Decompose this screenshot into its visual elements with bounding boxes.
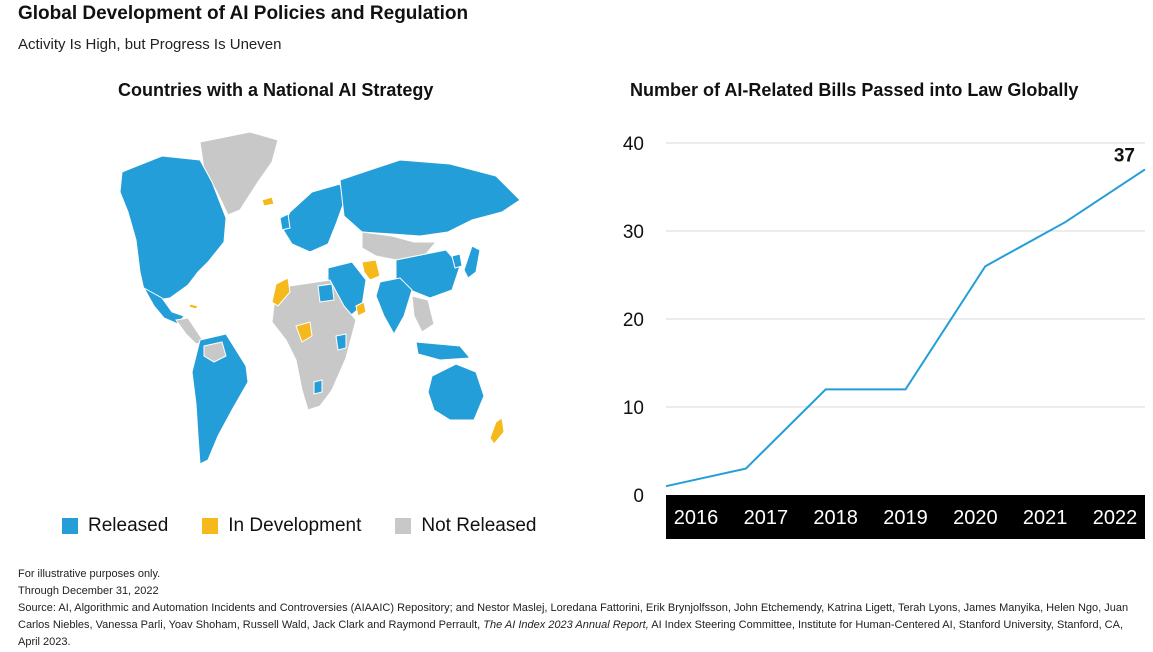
x-tick-label-2022: 2022 [1093, 507, 1138, 529]
legend-item-released: Released [62, 515, 168, 537]
legend-label-not-released: Not Released [421, 515, 537, 536]
x-axis-band [666, 495, 1145, 539]
footnotes: For illustrative purposes only. Through … [18, 566, 1138, 651]
legend-item-in-development: In Development [202, 515, 361, 537]
legend-swatch-not-released [395, 518, 412, 534]
legend-label-in-development: In Development [228, 515, 362, 536]
map-japan [463, 245, 481, 279]
map-south-america [191, 333, 249, 465]
x-tick-label-2016: 2016 [674, 507, 719, 529]
map-russia [339, 159, 521, 237]
map-caribbean [188, 303, 199, 310]
map-title: Countries with a National AI Strategy [118, 80, 434, 100]
legend-swatch-in-development [202, 518, 219, 534]
legend-label-released: Released [88, 515, 169, 536]
map-new-zealand [489, 417, 505, 445]
legend-swatch-released [62, 518, 78, 534]
y-tick-label-30: 30 [623, 222, 644, 243]
map-korea [451, 253, 463, 269]
x-tick-label-2021: 2021 [1023, 507, 1068, 529]
footnote-source: Source: AI, Algorithmic and Automation I… [18, 600, 1138, 651]
map-legend: Released In Development Not Released [62, 515, 570, 537]
page-subtitle: Activity Is High, but Progress Is Uneven [18, 36, 282, 53]
legend-item-not-released: Not Released [395, 515, 536, 537]
source-prefix: Source: AI, Algorithmic and Automation I… [18, 602, 1129, 631]
map-kenya [335, 333, 347, 351]
x-tick-label-2017: 2017 [744, 507, 789, 529]
map-morocco [271, 277, 291, 307]
map-uk [279, 213, 291, 231]
map-oman [355, 301, 367, 317]
footnote-date: Through December 31, 2022 [18, 585, 159, 597]
map-egypt [317, 283, 335, 303]
x-tick-label-2018: 2018 [813, 507, 858, 529]
footnote-illustrative: For illustrative purposes only. [18, 568, 161, 580]
y-tick-label-0: 0 [633, 486, 644, 507]
map-europe [281, 183, 345, 253]
y-tick-label-40: 40 [623, 134, 644, 155]
world-map [119, 131, 521, 465]
page-title: Global Development of AI Policies and Re… [18, 3, 469, 24]
map-mauritius [313, 379, 323, 395]
x-tick-label-2020: 2020 [953, 507, 998, 529]
map-se-asia [411, 295, 435, 333]
map-indonesia [415, 341, 472, 361]
map-iran [361, 259, 381, 281]
series-line [665, 168, 1146, 488]
bills-line-chart: 0 10 20 30 40 2016 2017 2018 2019 2020 2021 2022 37 [623, 134, 1146, 539]
map-india [375, 277, 413, 336]
map-south-america-grey [203, 341, 227, 363]
chart-title: Number of AI-Related Bills Passed into L… [630, 80, 1079, 100]
y-tick-label-20: 20 [623, 310, 644, 331]
x-tick-label-2019: 2019 [883, 507, 928, 529]
map-iceland [261, 196, 275, 207]
end-value-label: 37 [1114, 145, 1135, 166]
map-nigeria [295, 321, 313, 343]
y-tick-label-10: 10 [623, 398, 644, 419]
map-australia [427, 363, 485, 421]
map-north-america [119, 155, 227, 301]
map-africa [271, 279, 357, 411]
source-suffix: AI Index Steering Committee, Institute f… [18, 619, 1124, 648]
source-report-title: The AI Index 2023 Annual Report, [483, 619, 649, 631]
